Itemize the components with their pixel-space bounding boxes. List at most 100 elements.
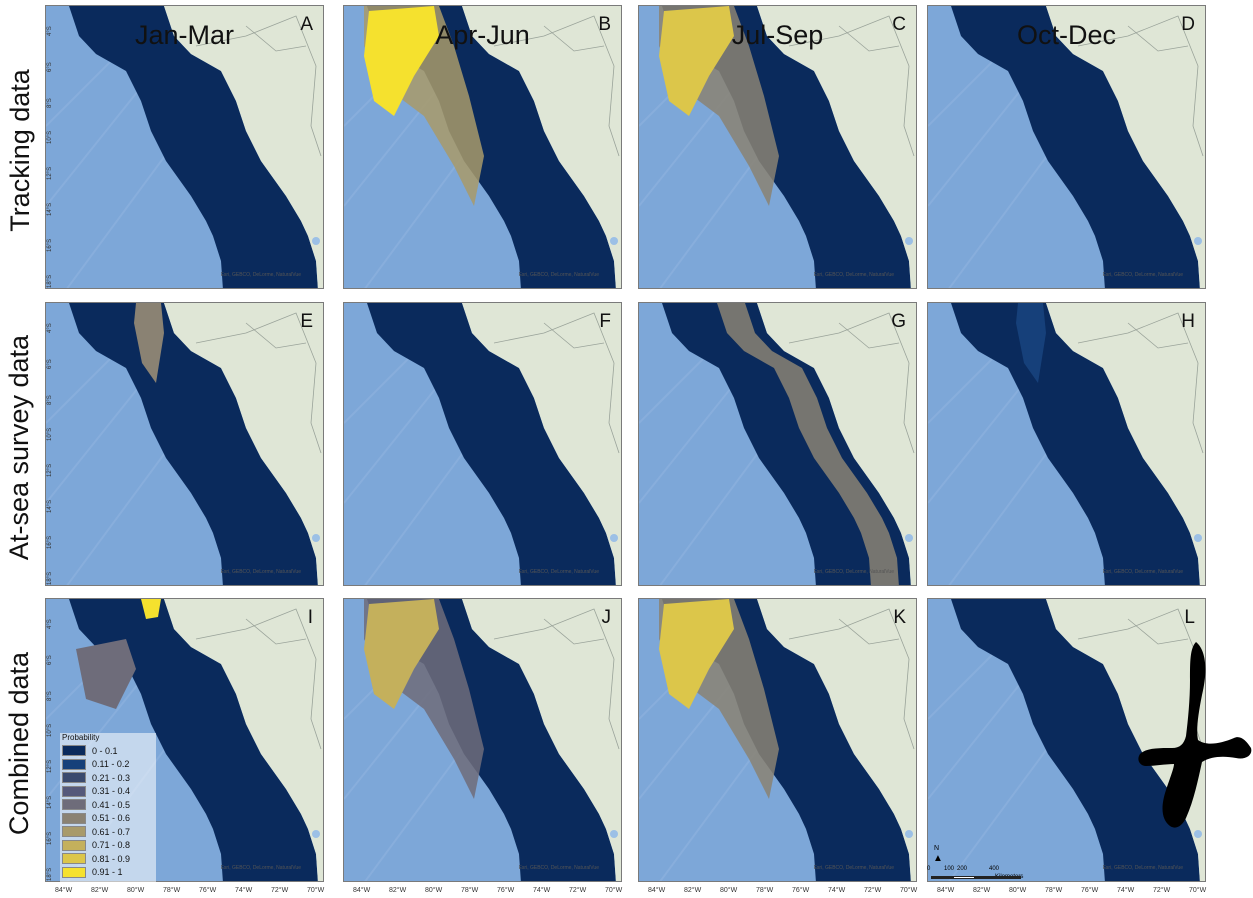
land <box>164 303 323 585</box>
map-attribution: Esri, GEBCO, DeLorme, NaturalVue <box>813 569 894 575</box>
legend-swatch <box>62 785 86 797</box>
legend-item: 0.41 - 0.5 <box>62 798 130 811</box>
legend-swatch <box>62 839 86 851</box>
lon-tick: 82°W <box>684 887 702 894</box>
scale-tick: 200 <box>957 866 968 872</box>
lat-tick: 12°S <box>47 166 53 180</box>
map-panel-f: F Esri, GEBCO, DeLorme, NaturalVue <box>343 302 622 586</box>
legend-swatch <box>62 758 86 770</box>
lon-tick: 80°W <box>1009 887 1027 894</box>
map-panel-e: E Esri, GEBCO, DeLorme, NaturalVue 4°S 6°S 8… <box>45 302 324 586</box>
lat-tick: 18°S <box>47 571 53 585</box>
lat-tick: 4°S <box>47 26 53 36</box>
land <box>1046 303 1205 585</box>
lon-tick: 74°W <box>828 887 846 894</box>
land <box>757 303 916 585</box>
row-label-combined: Combined data <box>4 651 35 835</box>
probability-legend: Probability 0 - 0.1 0.11 - 0.2 0.21 - 0.3 0… <box>60 733 156 883</box>
panel-letter: J <box>601 607 612 628</box>
latitude-axis: 4°S 6°S 8°S 10°S 12°S 14°S 16°S 18°S <box>47 599 57 881</box>
panel-letter: I <box>307 607 313 628</box>
seabird-silhouette-icon <box>1138 642 1252 828</box>
lon-tick: 76°W <box>1081 887 1099 894</box>
map-attribution: Esri, GEBCO, DeLorme, NaturalVue <box>813 865 894 871</box>
legend-swatch <box>62 799 86 810</box>
north-arrow-icon: ▲ N <box>933 845 943 864</box>
panel-letter: D <box>1181 14 1195 35</box>
legend-label: 0.31 - 0.4 <box>92 786 131 796</box>
model-extent <box>951 303 1200 585</box>
lon-tick: 70°W <box>900 887 918 894</box>
lon-tick: 74°W <box>235 887 253 894</box>
panel-letter: K <box>893 607 906 628</box>
legend-item: 0 - 0.1 <box>62 744 118 757</box>
model-extent <box>951 599 1200 881</box>
lon-tick: 84°W <box>648 887 666 894</box>
legend-label: 0 - 0.1 <box>92 745 118 756</box>
panel-letter: H <box>1181 311 1195 332</box>
scale-tick: 100 <box>944 866 955 872</box>
lat-tick: 14°S <box>47 499 53 513</box>
land <box>757 6 916 288</box>
lat-tick: 10°S <box>47 427 53 441</box>
map-panel-j: J Esri, GEBCO, DeLorme, NaturalVue <box>343 598 622 882</box>
map-panel-c: Jul-Sep C Esri, GEBCO, DeLorme, NaturalVue <box>638 5 917 289</box>
lon-tick: 80°W <box>720 887 738 894</box>
land <box>1046 599 1205 881</box>
row-label-survey: At-sea survey data <box>4 334 35 560</box>
legend-swatch <box>62 772 86 783</box>
lat-tick: 6°S <box>47 655 53 665</box>
legend-swatch <box>62 745 86 756</box>
lon-tick: 76°W <box>497 887 515 894</box>
lat-tick: 18°S <box>47 274 53 288</box>
lon-tick: 82°W <box>389 887 407 894</box>
legend-item: 0.61 - 0.7 <box>62 825 130 838</box>
lon-tick: 82°W <box>973 887 991 894</box>
scale-bar: ▲N 0 100 200 400 Kilometers <box>925 845 1045 887</box>
model-extent <box>951 6 1200 288</box>
model-extent <box>69 303 318 585</box>
lon-tick: 70°W <box>1189 887 1207 894</box>
lon-tick: 74°W <box>1117 887 1135 894</box>
land <box>1046 6 1205 288</box>
panel-letter: G <box>891 311 906 332</box>
lat-tick: 14°S <box>47 795 53 809</box>
panel-letter: F <box>599 311 611 332</box>
lon-tick: 72°W <box>1153 887 1171 894</box>
lon-tick: 72°W <box>569 887 587 894</box>
land <box>462 303 621 585</box>
lon-tick: 76°W <box>792 887 810 894</box>
legend-label: 0.51 - 0.6 <box>92 813 131 823</box>
land <box>164 6 323 288</box>
lat-tick: 8°S <box>47 691 53 701</box>
legend-swatch <box>62 866 86 878</box>
lon-tick: 70°W <box>307 887 325 894</box>
lat-tick: 4°S <box>47 323 53 333</box>
land <box>164 599 323 881</box>
map-panel-g: G Esri, GEBCO, DeLorme, NaturalVue <box>638 302 917 586</box>
lat-tick: 12°S <box>47 759 53 773</box>
legend-item: 0.51 - 0.6 <box>62 812 130 825</box>
map-panel-l: L Esri, GEBCO, DeLorme, NaturalVue <box>927 598 1206 882</box>
latitude-axis: 4°S 6°S 8°S 10°S 12°S 14°S 16°S 18°S <box>47 303 57 585</box>
lat-tick: 18°S <box>47 867 53 881</box>
map-panel-a: Jan-Mar A Esri, GEBCO, DeLorme, NaturalVue… <box>45 5 324 289</box>
lon-tick: 72°W <box>864 887 882 894</box>
panel-letter: L <box>1184 607 1195 628</box>
lat-tick: 16°S <box>47 535 53 549</box>
lon-tick: 84°W <box>55 887 73 894</box>
lon-tick: 80°W <box>127 887 145 894</box>
land <box>757 599 916 881</box>
legend-label: 0.41 - 0.5 <box>92 799 131 810</box>
legend-item: 0.21 - 0.3 <box>62 771 130 784</box>
legend-label: 0.81 - 0.9 <box>92 853 131 864</box>
legend-label: 0.61 - 0.7 <box>92 826 131 837</box>
lon-tick: 72°W <box>271 887 289 894</box>
map-attribution: Esri, GEBCO, DeLorme, NaturalVue <box>220 272 301 278</box>
legend-label: 0.11 - 0.2 <box>92 759 130 769</box>
lon-tick: 78°W <box>163 887 181 894</box>
lat-tick: 14°S <box>47 202 53 216</box>
panel-letter: B <box>598 14 611 35</box>
lat-tick: 16°S <box>47 831 53 845</box>
lon-tick: 82°W <box>91 887 109 894</box>
